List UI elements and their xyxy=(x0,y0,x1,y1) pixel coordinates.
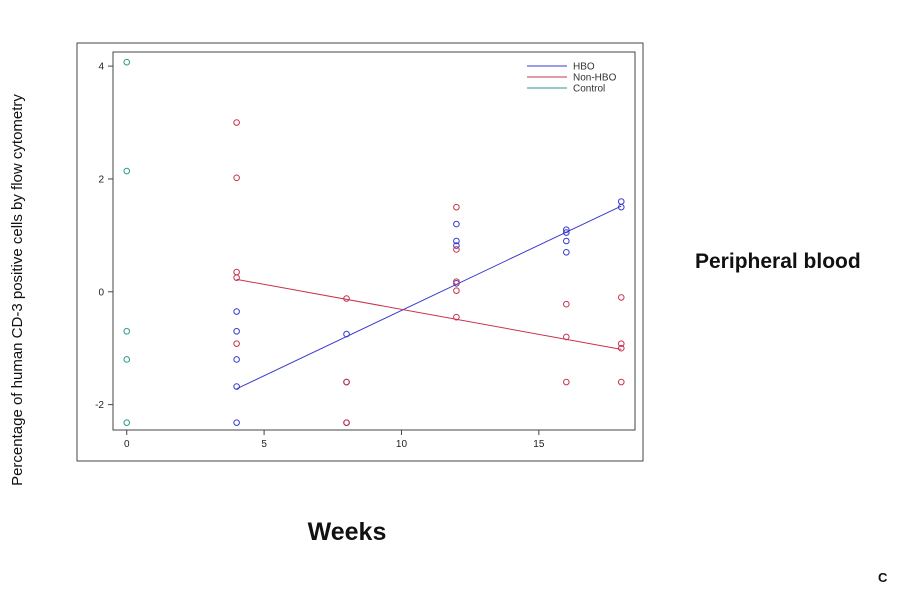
y-tick-label: -2 xyxy=(95,400,104,411)
non-hbo-point xyxy=(563,333,570,341)
hbo-point xyxy=(617,198,625,205)
hbo-point xyxy=(233,383,240,390)
x-tick-label: 0 xyxy=(124,439,130,450)
non-hbo-fit-line xyxy=(236,278,622,350)
non-hbo-point xyxy=(453,313,460,321)
non-hbo-point xyxy=(233,340,240,347)
panel-letter: C xyxy=(878,570,888,585)
control-point xyxy=(123,167,131,175)
side-label: Peripheral blood xyxy=(695,250,861,273)
non-hbo-point xyxy=(563,378,570,386)
control-point xyxy=(123,58,131,66)
y-tick-label: 0 xyxy=(98,287,104,298)
outer-frame xyxy=(76,42,644,462)
non-hbo-point xyxy=(453,278,460,285)
hbo-point xyxy=(563,237,570,245)
non-hbo-point xyxy=(233,119,240,126)
hbo-point xyxy=(233,327,240,335)
non-hbo-point xyxy=(343,295,350,302)
non-hbo-point xyxy=(617,378,625,386)
non-hbo-point xyxy=(617,340,625,347)
outer-frame-border xyxy=(76,42,644,462)
y-axis: -2 0 2 4 xyxy=(95,62,113,411)
x-tick-label: 5 xyxy=(261,439,267,450)
non-hbo-point xyxy=(233,274,240,281)
hbo-fit-line xyxy=(236,205,622,390)
hbo-point xyxy=(563,229,570,236)
hbo-point xyxy=(617,203,625,211)
legend-label-hbo: HBO xyxy=(573,62,595,73)
x-tick-label: 15 xyxy=(533,439,545,450)
x-axis-label: Weeks xyxy=(308,518,387,546)
hbo-point xyxy=(233,356,240,363)
non-hbo-point xyxy=(563,300,570,308)
hbo-point xyxy=(233,308,240,315)
non-hbo-point xyxy=(343,419,350,426)
non-hbo-point xyxy=(453,203,460,211)
control-point xyxy=(123,356,131,363)
x-tick-label: 10 xyxy=(396,439,408,450)
data-points xyxy=(123,58,625,426)
hbo-point xyxy=(563,226,570,234)
non-hbo-point xyxy=(617,294,625,301)
fit-lines xyxy=(236,205,622,390)
plot-area xyxy=(112,51,636,431)
hbo-point xyxy=(563,248,570,256)
non-hbo-point xyxy=(617,344,625,352)
hbo-point xyxy=(453,220,460,228)
plot-border xyxy=(112,51,636,431)
control-point xyxy=(123,327,131,335)
non-hbo-point xyxy=(233,268,240,276)
hbo-point xyxy=(453,242,460,249)
non-hbo-point xyxy=(343,378,350,386)
non-hbo-point xyxy=(453,287,460,294)
non-hbo-point xyxy=(233,174,240,182)
legend-label-non-hbo: Non-HBO xyxy=(573,73,617,84)
hbo-point xyxy=(453,237,460,245)
hbo-point xyxy=(343,330,350,338)
y-tick-label: 2 xyxy=(98,174,104,185)
hbo-point xyxy=(233,419,240,426)
control-point xyxy=(123,419,131,426)
y-tick-label: 4 xyxy=(98,62,104,73)
non-hbo-point xyxy=(453,246,460,253)
x-axis: 0 5 10 15 xyxy=(124,430,545,450)
y-axis-label: Percentage of human CD-3 positive cells … xyxy=(9,94,26,486)
legend-label-control: Control xyxy=(573,84,605,95)
